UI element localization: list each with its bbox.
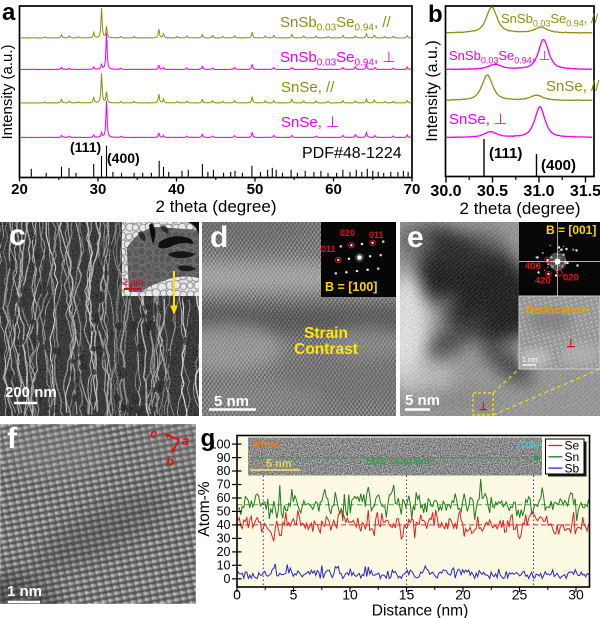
svg-text:(100): (100) [517, 440, 539, 451]
svg-text:(111): (111) [489, 145, 522, 162]
svg-text:Distance (nm): Distance (nm) [372, 603, 468, 618]
svg-text:30: 30 [90, 181, 107, 198]
svg-text:PDF#48-1224: PDF#48-1224 [302, 145, 402, 162]
svg-text:Intensity (a.u.): Intensity (a.u.) [0, 44, 16, 139]
svg-text:(400): (400) [107, 150, 140, 166]
svg-text:25: 25 [512, 587, 528, 603]
svg-text:5 nm: 5 nm [266, 458, 292, 470]
svg-text:SnSb0.03Se0.94, //: SnSb0.03Se0.94, // [280, 14, 392, 34]
svg-text:31.5: 31.5 [570, 183, 600, 200]
svg-text:SnSb0.03Se0.94, //: SnSb0.03Se0.94, // [501, 11, 599, 29]
svg-text:5: 5 [290, 587, 298, 603]
svg-text:60: 60 [325, 181, 342, 198]
svg-text:c: c [150, 426, 158, 441]
svg-text:b: b [428, 1, 443, 28]
svg-text:020: 020 [340, 228, 355, 238]
svg-text:a: a [182, 433, 189, 448]
svg-text:020: 020 [563, 273, 579, 284]
svg-text:20: 20 [11, 181, 28, 198]
svg-text:c: c [9, 222, 26, 252]
svg-text:Strain: Strain [304, 325, 348, 342]
svg-text:011: 011 [369, 230, 384, 240]
svg-text:200 nm: 200 nm [5, 384, 57, 401]
svg-text:Se: Se [565, 439, 580, 453]
svg-text:5 nm: 5 nm [214, 393, 249, 410]
svg-text:90: 90 [217, 451, 231, 465]
svg-text:g: g [201, 425, 216, 452]
svg-text:30.0: 30.0 [430, 183, 461, 200]
svg-text:(400): (400) [541, 157, 576, 174]
svg-text:a: a [2, 0, 16, 26]
svg-text:Dislocation: Dislocation [526, 305, 588, 317]
svg-text:50: 50 [247, 181, 264, 198]
svg-text:f: f [7, 424, 18, 455]
svg-text:15: 15 [399, 587, 415, 603]
svg-text:420: 420 [535, 276, 551, 287]
svg-text:400: 400 [525, 261, 541, 272]
svg-text:B = [100]: B = [100] [325, 280, 377, 294]
svg-text:31.0: 31.0 [523, 183, 554, 200]
svg-text:1 nm: 1 nm [7, 583, 42, 600]
svg-text:⊥: ⊥ [479, 402, 488, 413]
svg-text:b: b [166, 454, 174, 469]
svg-text:60: 60 [217, 491, 231, 505]
svg-text:STEM: STEM [253, 440, 279, 451]
svg-text:10: 10 [217, 559, 231, 573]
svg-text:Intensity (a.u.): Intensity (a.u.) [424, 40, 441, 141]
svg-text:10: 10 [342, 587, 358, 603]
svg-text:40: 40 [217, 518, 231, 532]
svg-text:0: 0 [233, 587, 241, 603]
svg-text:SnSb0.03Se0.94, ⊥: SnSb0.03Se0.94, ⊥ [449, 48, 550, 66]
svg-text:20: 20 [455, 587, 471, 603]
svg-text:(111): (111) [70, 139, 101, 155]
svg-text:70: 70 [404, 181, 420, 198]
svg-text:30.5: 30.5 [477, 183, 508, 200]
svg-text:70: 70 [217, 478, 231, 492]
svg-text:Contrast: Contrast [294, 341, 358, 358]
svg-text:B = [001]: B = [001] [546, 223, 596, 237]
svg-text:50: 50 [217, 505, 231, 519]
svg-text:e: e [407, 222, 424, 254]
svg-text:5 nm: 5 nm [405, 392, 440, 409]
svg-text:SnSe, //: SnSe, // [546, 78, 600, 95]
svg-text:0: 0 [224, 572, 231, 586]
svg-text:30: 30 [568, 587, 584, 603]
svg-text:30: 30 [217, 532, 231, 546]
svg-text:SnSe, //: SnSe, // [281, 79, 335, 96]
svg-text:Atom-%: Atom-% [196, 481, 213, 536]
svg-text:Sb: Sb [565, 461, 580, 475]
svg-text:d: d [210, 222, 228, 254]
svg-text:011: 011 [321, 244, 336, 254]
svg-text:⊥: ⊥ [566, 338, 576, 350]
svg-text:80: 80 [217, 464, 231, 478]
svg-text:EDS scan line: EDS scan line [366, 457, 433, 468]
svg-text:2 theta (degree): 2 theta (degree) [460, 199, 581, 218]
svg-text:20: 20 [217, 545, 231, 559]
svg-text:2 theta (degree): 2 theta (degree) [156, 197, 277, 216]
svg-text:Sn: Sn [565, 450, 580, 464]
svg-text:100: 100 [210, 437, 231, 451]
svg-text:1 nm: 1 nm [522, 357, 538, 364]
svg-text:SnSb0.03Se0.94, ⊥: SnSb0.03Se0.94, ⊥ [280, 49, 395, 69]
svg-text:SnSe, ⊥: SnSe, ⊥ [281, 114, 339, 131]
svg-text:2 μm: 2 μm [123, 277, 143, 287]
svg-text:SnSe, ⊥: SnSe, ⊥ [449, 111, 507, 128]
svg-text:40: 40 [168, 181, 185, 198]
